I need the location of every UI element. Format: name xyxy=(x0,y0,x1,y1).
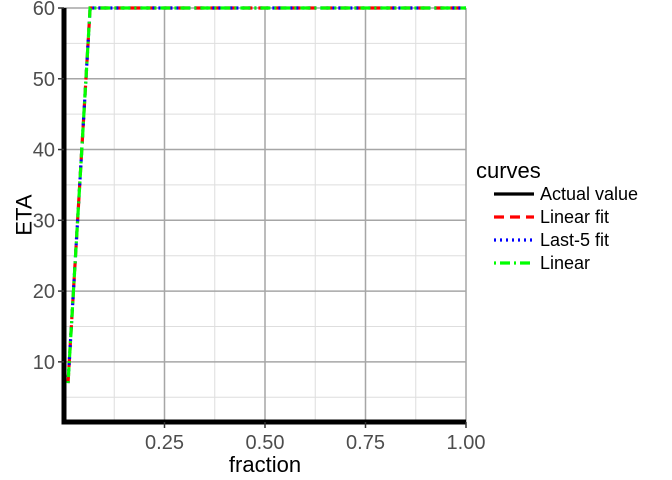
legend-label-2: Last-5 fit xyxy=(540,230,609,250)
legend-label-3: Linear xyxy=(540,253,590,273)
axes xyxy=(58,7,467,428)
y-tick-label: 30 xyxy=(33,210,55,232)
legend-title: curves xyxy=(476,158,541,183)
legend-label-0: Actual value xyxy=(540,184,638,204)
series-line-0 xyxy=(61,8,466,425)
y-tick-label: 20 xyxy=(33,281,55,303)
x-tick-label: 0.75 xyxy=(346,432,385,454)
series-lines xyxy=(61,6,466,425)
y-tick-label: 40 xyxy=(33,140,55,162)
legend: curves Actual value Linear fit Last-5 fit L… xyxy=(476,158,638,273)
y-tick-label: 60 xyxy=(33,0,55,20)
series-line-3 xyxy=(66,6,466,384)
legend-label-1: Linear fit xyxy=(540,207,609,227)
tick-labels: 0.25 0.50 0.75 1.00 10 20 30 40 50 60 xyxy=(33,0,486,454)
y-tick-label: 10 xyxy=(33,352,55,374)
x-tick-label: 0.50 xyxy=(246,432,285,454)
x-axis-title: fraction xyxy=(229,452,301,477)
y-tick-label: 50 xyxy=(33,69,55,91)
y-axis-title: ETA xyxy=(12,194,37,235)
major-gridlines xyxy=(64,7,467,422)
x-tick-label: 1.00 xyxy=(447,432,486,454)
x-tick-label: 0.25 xyxy=(145,432,184,454)
